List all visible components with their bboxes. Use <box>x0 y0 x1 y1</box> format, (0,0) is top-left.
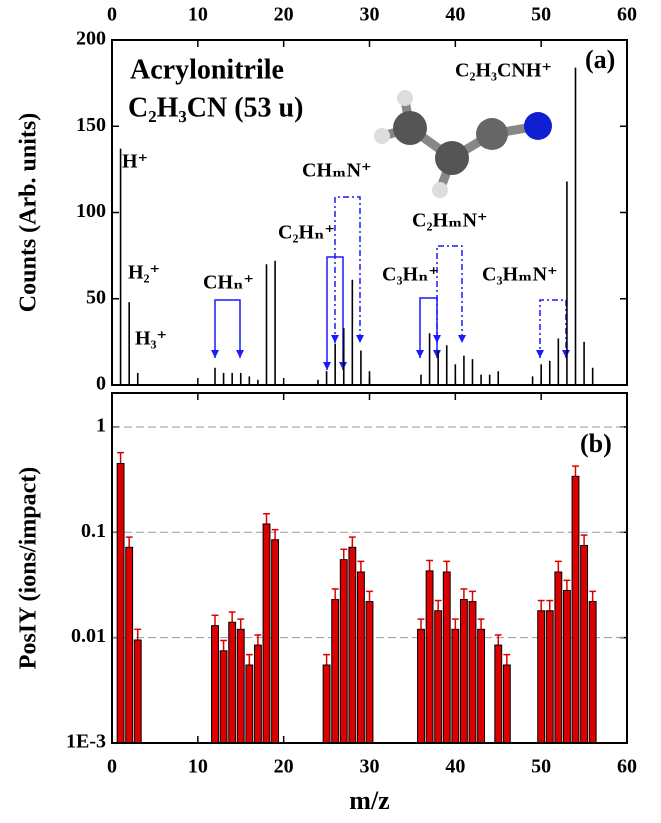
x-tick-label-top: 20 <box>274 4 294 26</box>
annotation: C₂Hₙ⁺ <box>278 222 335 244</box>
bar <box>580 544 589 744</box>
molecule <box>374 90 552 198</box>
x-tick-label-top: 40 <box>445 4 465 26</box>
y-tick-label: 200 <box>76 28 106 50</box>
bar <box>271 539 280 744</box>
bar <box>434 610 443 744</box>
x-tick-label: 0 <box>107 756 117 778</box>
y-axis-label: PosIY (ions/impact) <box>16 467 42 669</box>
bar <box>451 628 460 744</box>
x-tick-label: 60 <box>617 756 637 778</box>
x-tick-label: 40 <box>445 756 465 778</box>
bar <box>245 664 254 744</box>
annotation: C₂H₃CN (53 u) <box>128 92 303 123</box>
bar <box>562 590 571 744</box>
annotation: Acrylonitrile <box>130 54 284 85</box>
y-tick-label: 150 <box>76 114 106 136</box>
bar <box>228 621 237 744</box>
bar <box>468 601 477 744</box>
bar <box>365 601 374 744</box>
bar <box>442 571 451 744</box>
bar <box>116 462 125 744</box>
x-tick-label: 50 <box>531 756 551 778</box>
bar <box>459 599 468 744</box>
x-tick-label: 30 <box>360 756 380 778</box>
bar <box>537 610 546 744</box>
bar <box>339 559 348 744</box>
bar <box>571 475 580 744</box>
y-axis-label: Counts (Arb. units) <box>16 113 42 312</box>
bar <box>253 644 262 744</box>
annotation: C₃Hₙ⁺ <box>382 264 439 286</box>
y-tick-label: 1E-3 <box>66 731 106 753</box>
x-tick-label-top: 10 <box>188 4 208 26</box>
annotation: CHₙ⁺ <box>203 272 254 294</box>
bar <box>588 601 597 744</box>
bar <box>322 664 331 744</box>
annotation: H₂⁺ <box>128 262 160 284</box>
x-tick-label-top: 50 <box>531 4 551 26</box>
bar <box>262 523 271 744</box>
annotation: C₂H₃CNH⁺ <box>455 60 552 82</box>
bar <box>477 628 486 744</box>
annotation: C₂HₘN⁺ <box>412 210 488 232</box>
annotation: CHₘN⁺ <box>302 160 372 182</box>
y-tick-label: 100 <box>76 200 106 222</box>
y-tick-label: 0.1 <box>81 520 106 542</box>
x-axis-label: m/z <box>349 786 389 815</box>
bar <box>331 599 340 744</box>
x-tick-label-top: 60 <box>617 4 637 26</box>
bar <box>502 664 511 744</box>
x-tick-label-top: 0 <box>107 4 117 26</box>
bar <box>133 639 142 744</box>
bar <box>236 628 245 744</box>
bar <box>125 546 134 744</box>
bar <box>211 625 219 744</box>
annotation: (a) <box>585 45 615 74</box>
y-tick-label: 50 <box>86 286 106 308</box>
brackets <box>211 196 570 370</box>
bar <box>348 546 357 744</box>
bar <box>554 571 563 744</box>
bar <box>219 650 228 744</box>
plot-frame <box>111 392 628 744</box>
plot-frame <box>111 39 628 386</box>
y-tick-label: 0 <box>96 373 106 395</box>
annotation: (b) <box>580 429 612 458</box>
x-tick-label: 20 <box>274 756 294 778</box>
bar <box>417 628 425 744</box>
x-tick-label-top: 30 <box>360 4 380 26</box>
bar <box>356 571 365 744</box>
annotation: H₃⁺ <box>135 328 167 350</box>
x-tick-label: 10 <box>188 756 208 778</box>
y-tick-label: 1 <box>96 415 106 437</box>
y-tick-label: 0.01 <box>71 625 106 647</box>
annotation: H⁺ <box>122 151 148 173</box>
annotation: C₃HₘN⁺ <box>482 264 558 286</box>
bar <box>425 570 434 744</box>
bar <box>545 610 554 744</box>
bar <box>494 644 503 744</box>
